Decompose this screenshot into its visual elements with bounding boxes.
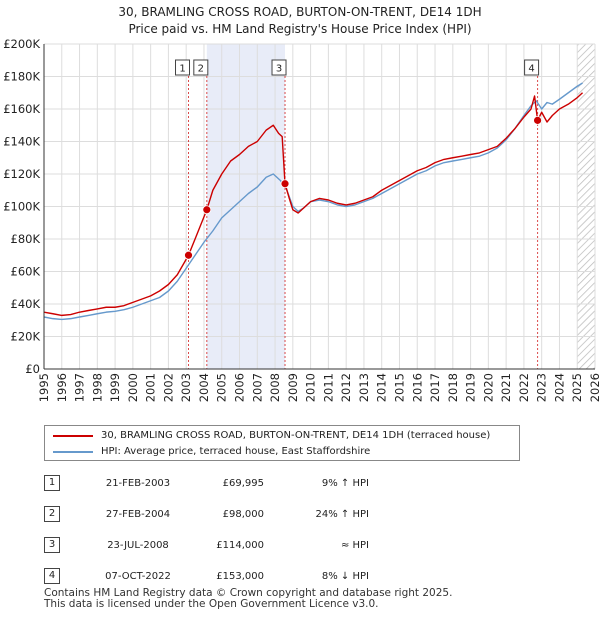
- footer-licence: This data is licensed under the Open Gov…: [44, 598, 379, 610]
- x-tick-label: 2020: [481, 373, 495, 402]
- sale-number-badge: 3: [44, 537, 60, 553]
- x-tick-label: 2002: [161, 373, 175, 402]
- sale-price: £153,000: [216, 571, 264, 582]
- sale-hpi-comparison: 8% ↓ HPI: [321, 571, 369, 582]
- x-tick-label: 2000: [126, 373, 140, 402]
- x-tick-label: 2015: [392, 373, 406, 402]
- sale-row: 2 27-FEB-2004 £98,000 24% ↑ HPI: [44, 506, 404, 524]
- footer-copyright: Contains HM Land Registry data © Crown c…: [44, 587, 453, 599]
- sale-point: [280, 179, 290, 189]
- sale-date: 27-FEB-2004: [105, 509, 171, 520]
- hpi-line: [44, 82, 583, 321]
- x-tick-label: 1999: [108, 373, 122, 402]
- sale-marker-number: 1: [179, 64, 185, 75]
- sale-row: 3 23-JUL-2008 £114,000 ≈ HPI: [44, 537, 404, 555]
- sale-price: £114,000: [216, 540, 264, 551]
- sale-hpi-comparison: 9% ↑ HPI: [321, 478, 369, 489]
- y-tick-label: £0: [25, 362, 40, 376]
- y-tick-label: £20K: [11, 330, 41, 344]
- y-tick-label: £60K: [11, 265, 41, 279]
- x-tick-label: 2019: [464, 373, 478, 402]
- x-tick-label: 2012: [339, 373, 353, 402]
- sale-point: [184, 250, 193, 260]
- y-tick-label: £160K: [3, 102, 40, 116]
- y-tick-label: £100K: [3, 200, 40, 214]
- sale-marker-number: 4: [528, 64, 534, 75]
- sale-date: 07-OCT-2022: [105, 571, 171, 582]
- chart-title: 30, BRAMLING CROSS ROAD, BURTON-ON-TRENT…: [0, 4, 600, 38]
- x-tick-label: 2016: [410, 373, 424, 402]
- sale-date: 23-JUL-2008: [107, 540, 169, 551]
- sale-marker-box: [524, 59, 540, 76]
- x-tick-label: 2018: [446, 373, 460, 402]
- y-tick-label: £200K: [3, 37, 40, 51]
- x-tick-label: 2013: [357, 373, 371, 402]
- y-tick-label: £120K: [3, 167, 40, 181]
- y-tick-label: £40K: [11, 297, 41, 311]
- x-tick-label: 1998: [90, 373, 104, 402]
- x-tick-label: 2014: [375, 373, 389, 402]
- x-tick-label: 2024: [552, 373, 566, 402]
- sale-hpi-comparison: 24% ↑ HPI: [315, 509, 369, 520]
- x-tick-label: 2007: [250, 373, 264, 402]
- x-tick-label: 1997: [73, 373, 87, 402]
- footer: Contains HM Land Registry data © Crown c…: [44, 588, 452, 610]
- y-tick-label: £80K: [11, 232, 41, 246]
- chart-title-line1: 30, BRAMLING CROSS ROAD, BURTON-ON-TRENT…: [118, 5, 482, 19]
- x-tick-label: 2001: [144, 373, 158, 402]
- sale-point: [533, 115, 542, 125]
- sale-price: £69,995: [222, 478, 264, 489]
- sale-row: 4 07-OCT-2022 £153,000 8% ↓ HPI: [44, 568, 404, 586]
- legend-hpi-label: HPI: Average price, terraced house, East…: [101, 446, 371, 457]
- x-tick-label: 2005: [215, 373, 229, 402]
- x-tick-label: 2006: [233, 373, 247, 402]
- price-chart: 1 2 3 4 £0 £20K £40K £60K £80K £100K £120K £140K £1…: [3, 37, 600, 402]
- x-tick-label: 2011: [321, 373, 335, 402]
- x-tick-label: 2010: [304, 373, 318, 402]
- y-tick-label: £140K: [3, 135, 40, 149]
- x-tick-label: 2003: [179, 373, 193, 402]
- x-tick-label: 2017: [428, 373, 442, 402]
- sale-marker-number: 3: [276, 64, 282, 75]
- x-tick-label: 1996: [55, 373, 69, 402]
- sale-marker-number: 2: [198, 64, 204, 75]
- sale-marker-box: [175, 59, 191, 76]
- sale-date: 21-FEB-2003: [105, 478, 171, 489]
- legend-price-swatch: [53, 435, 93, 437]
- x-tick-label: 2021: [499, 373, 513, 402]
- x-tick-label: 2004: [197, 373, 211, 402]
- legend: 30, BRAMLING CROSS ROAD, BURTON-ON-TRENT…: [44, 425, 520, 461]
- x-tick-label: 2008: [268, 373, 282, 402]
- x-tick-label: 2022: [517, 373, 531, 402]
- chart-title-line2: Price paid vs. HM Land Registry's House …: [128, 22, 472, 36]
- sale-hpi-comparison: ≈ HPI: [340, 540, 369, 551]
- sale-number-badge: 2: [44, 506, 60, 522]
- price-paid-line: [44, 92, 584, 317]
- x-tick-label: 1995: [37, 373, 51, 402]
- sale-marker-box: [271, 59, 287, 76]
- sale-marker-box: [193, 59, 209, 76]
- x-tick-label: 2023: [535, 373, 549, 402]
- sale-number-badge: 4: [44, 568, 60, 584]
- x-tick-label: 2009: [286, 373, 300, 402]
- sale-row: 1 21-FEB-2003 £69,995 9% ↑ HPI: [44, 475, 404, 493]
- sale-price: £98,000: [222, 509, 264, 520]
- y-tick-label: £180K: [3, 70, 40, 84]
- legend-hpi-swatch: [53, 451, 93, 453]
- x-tick-label: 2026: [588, 373, 600, 402]
- x-tick-label: 2025: [570, 373, 584, 402]
- legend-price-label: 30, BRAMLING CROSS ROAD, BURTON-ON-TRENT…: [101, 430, 491, 441]
- sale-point: [202, 205, 212, 215]
- sale-number-badge: 1: [44, 475, 60, 491]
